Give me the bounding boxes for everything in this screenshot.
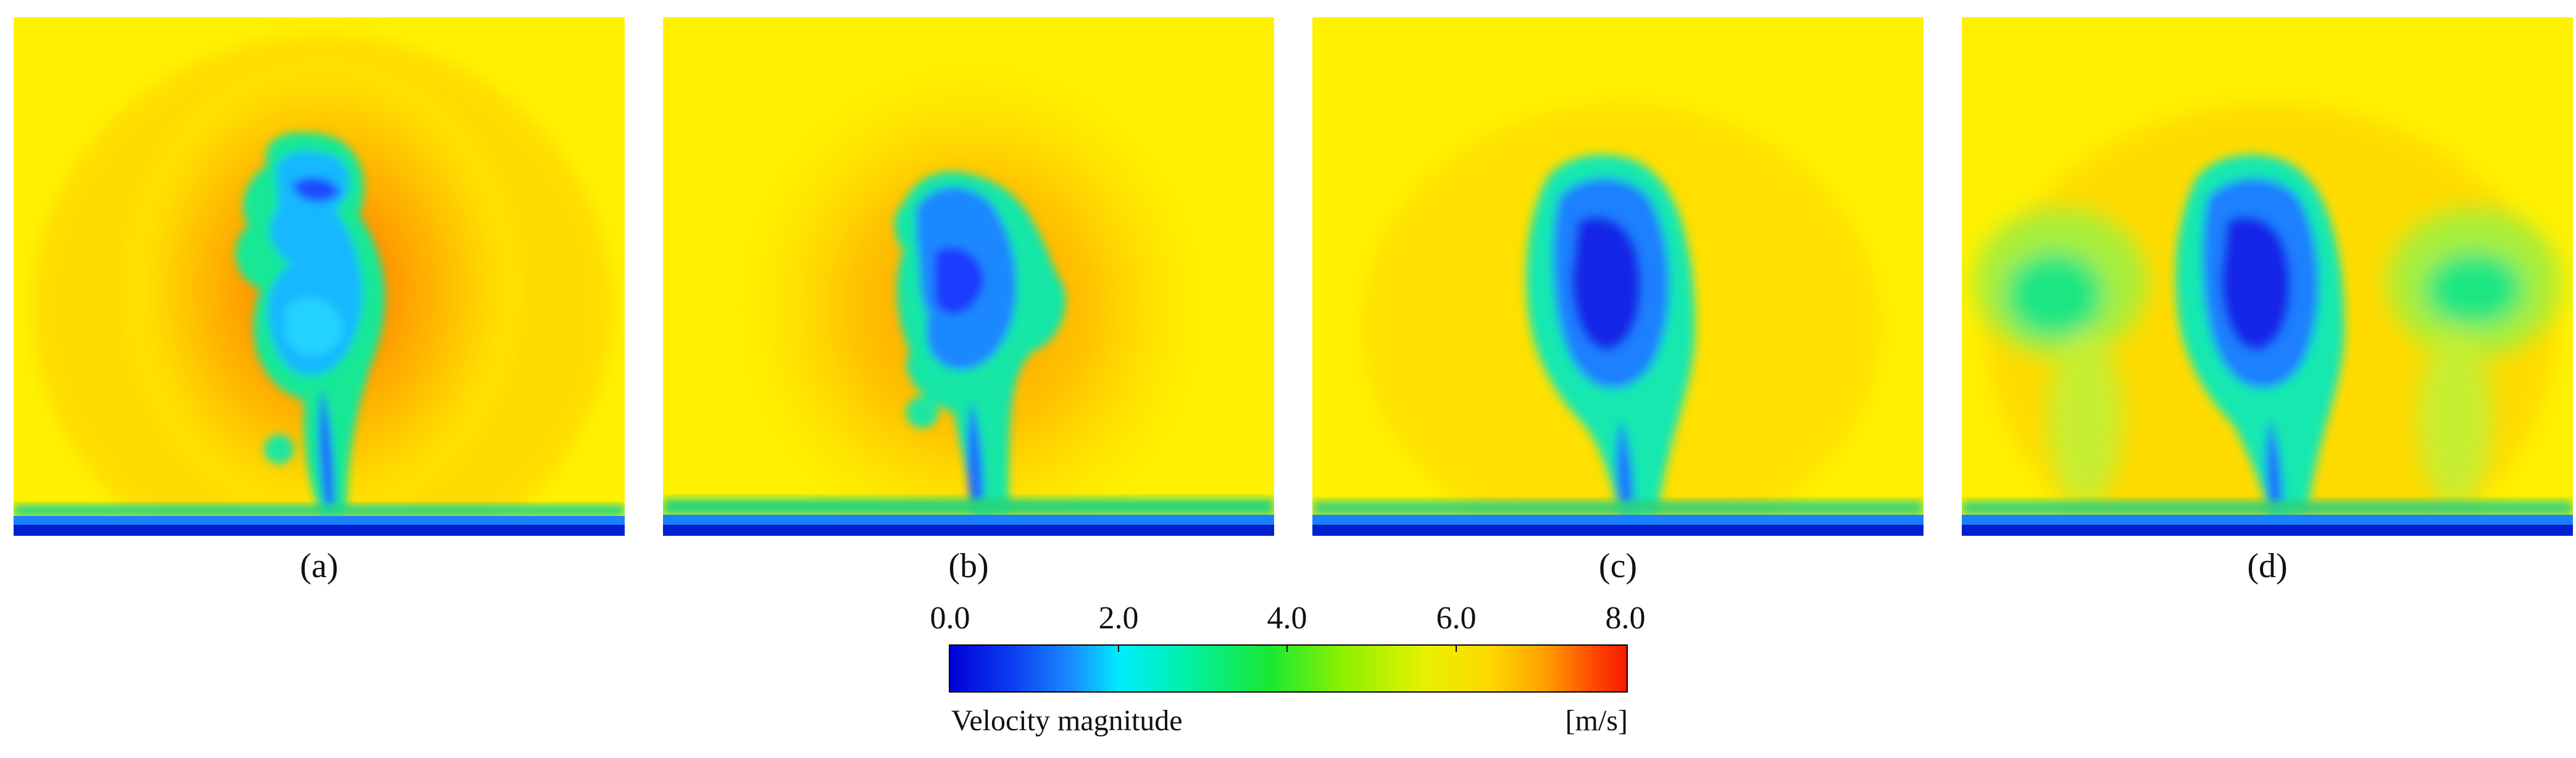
contour-panel-b xyxy=(663,17,1274,536)
panel-caption-d: (d) xyxy=(2247,547,2288,585)
contour-panel-a xyxy=(14,17,625,536)
velocity-contour-b xyxy=(663,17,1274,536)
colorbar-tick-label: 2.0 xyxy=(1098,601,1139,636)
colorbar-tick xyxy=(1286,644,1288,652)
contour-panel-c xyxy=(1312,17,1924,536)
colorbar-legend: 0.0 2.0 4.0 6.0 8.0 Velocity magnitude [… xyxy=(930,600,1646,748)
colorbar-tick-label: 8.0 xyxy=(1605,601,1646,636)
velocity-contour-c xyxy=(1312,17,1924,536)
velocity-contour-d xyxy=(1962,17,2573,536)
contour-panel-d xyxy=(1962,17,2573,536)
panel-caption-a: (a) xyxy=(299,547,339,585)
colorbar-tick-label: 4.0 xyxy=(1267,601,1307,636)
colorbar-tick-label: 6.0 xyxy=(1436,601,1477,636)
colorbar-tick xyxy=(1456,644,1457,652)
panel-caption-b: (b) xyxy=(948,547,989,585)
colorbar-unit: [m/s] xyxy=(1565,704,1628,737)
colorbar-tick-label: 0.0 xyxy=(930,601,970,636)
colorbar-tick xyxy=(1118,644,1119,652)
colorbar-gradient xyxy=(949,644,1628,693)
panel-caption-c: (c) xyxy=(1598,547,1638,585)
velocity-contour-a xyxy=(14,17,625,536)
colorbar-title: Velocity magnitude xyxy=(951,704,1183,737)
